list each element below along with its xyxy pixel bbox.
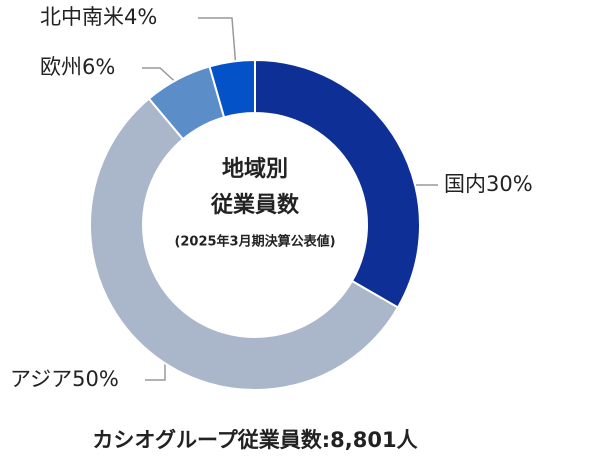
category-label: アジア [10, 367, 72, 391]
slice-label: 国内30% [444, 172, 533, 196]
value-label: 50% [72, 367, 119, 391]
donut-segment [208, 58, 256, 119]
value-label: 4% [124, 5, 157, 29]
value-label: 6% [82, 55, 115, 79]
leader-line [198, 17, 237, 69]
donut-segment [89, 97, 400, 391]
center-subtitle: (2025年3月期決算公表値) [174, 234, 335, 250]
value-label: 30% [486, 172, 533, 196]
donut-segment [254, 58, 421, 309]
leader-line [142, 67, 181, 87]
slice-label: アジア50% [10, 367, 119, 391]
center-title: 従業員数 [210, 192, 300, 218]
footer: カシオグループ従業員数:8,801人 [92, 428, 417, 452]
category-label: 欧州 [40, 55, 82, 79]
center-title: 地域別 [222, 156, 288, 182]
slice-label: 北中南米4% [40, 5, 157, 29]
slice-label: 欧州6% [40, 55, 115, 79]
category-label: 北中南米 [40, 5, 124, 29]
category-label: 国内 [444, 172, 486, 196]
